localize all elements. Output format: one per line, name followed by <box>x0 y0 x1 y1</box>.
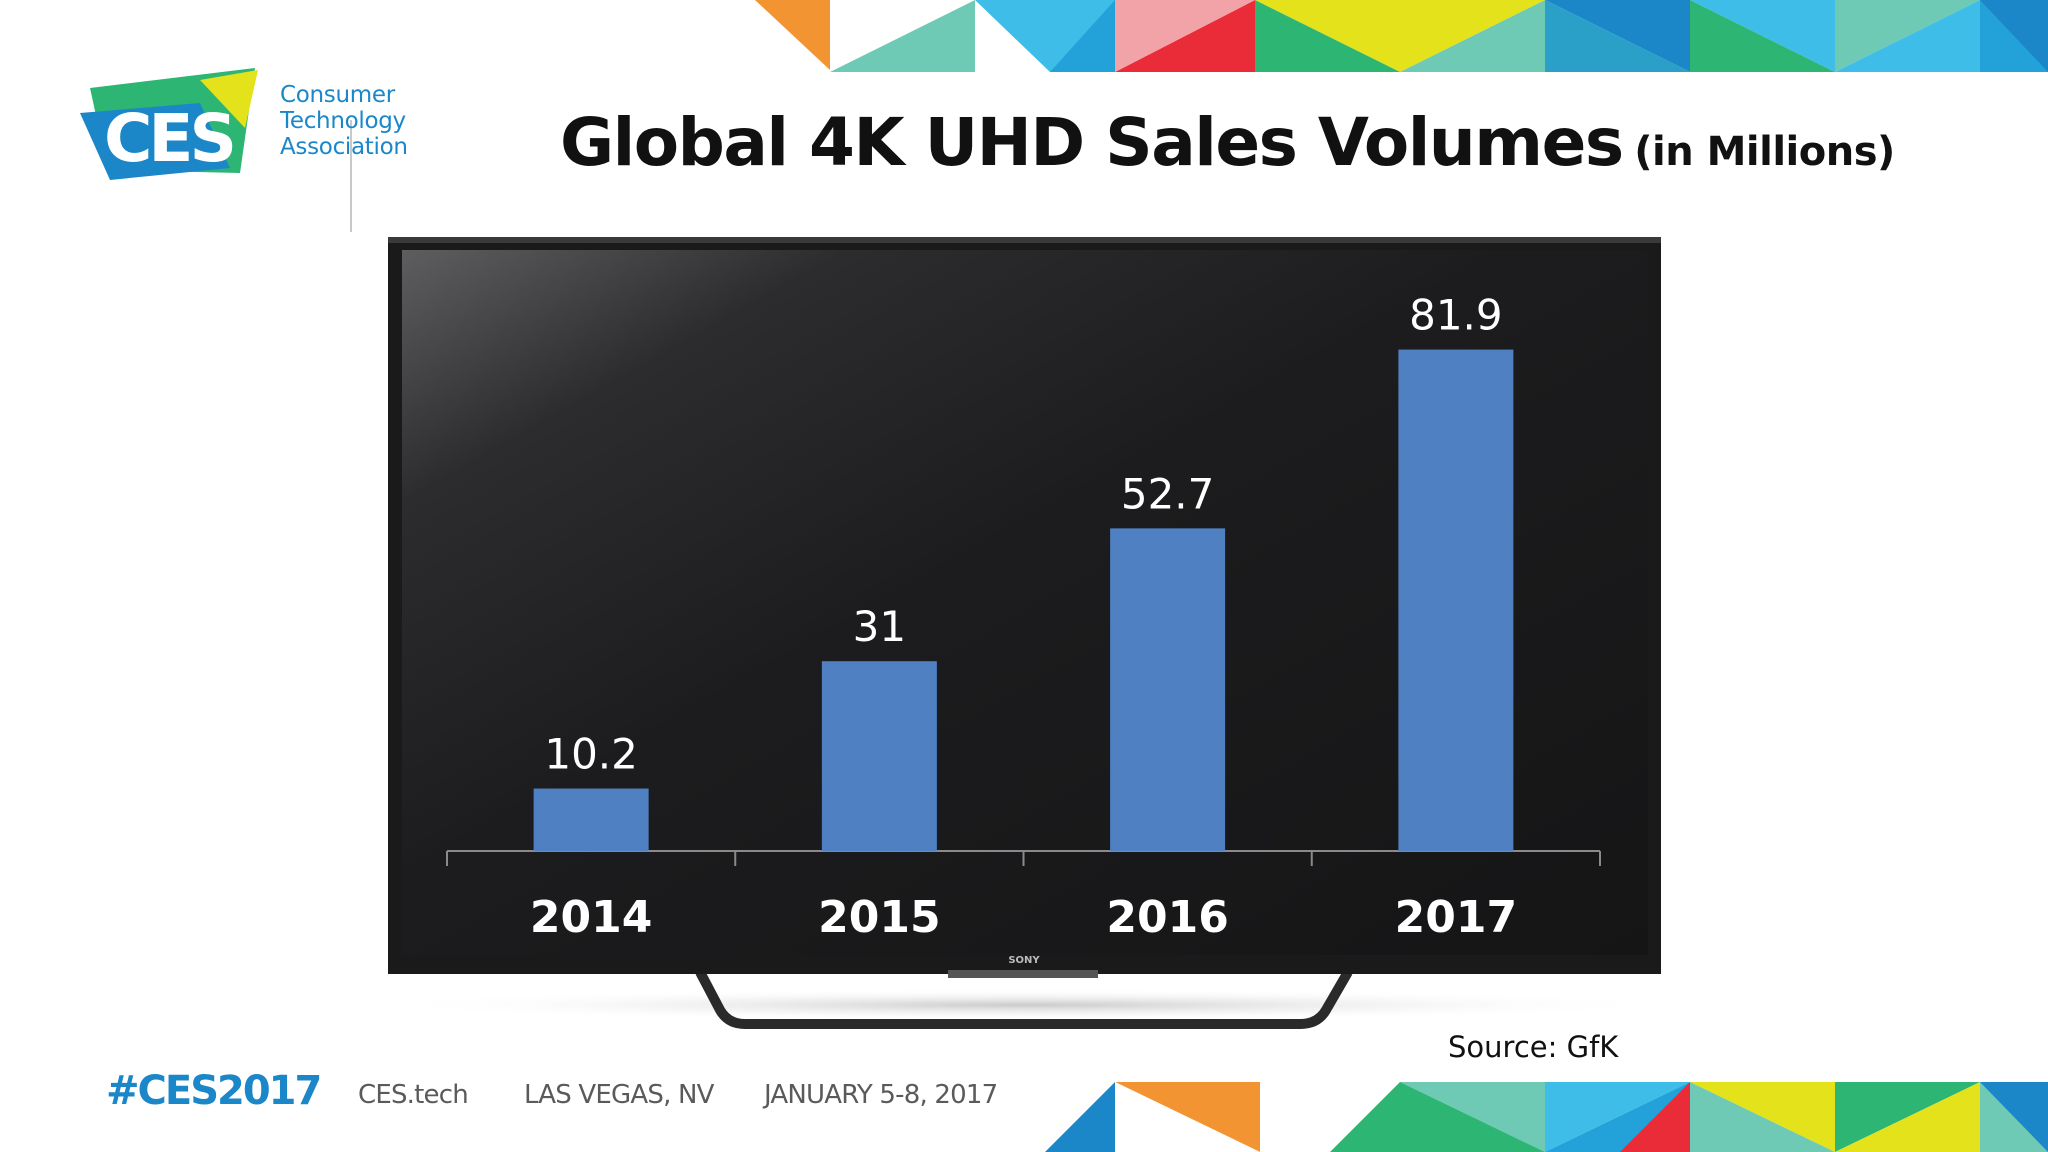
title-unit: (in Millions) <box>1634 129 1895 175</box>
data-label-2014: 10.2 <box>544 730 638 779</box>
logo-org-line-1: Consumer <box>280 82 395 108</box>
footer-site: CES.tech <box>358 1080 469 1110</box>
data-label-2015: 31 <box>853 602 906 651</box>
bottom-banner <box>1045 1082 2048 1152</box>
logo-org-line-2: Technology <box>280 108 406 134</box>
top-banner <box>755 0 2048 72</box>
x-tick-label-2014: 2014 <box>530 892 652 943</box>
bar-2014 <box>533 788 649 851</box>
page-title: Global 4K UHD Sales Volumes (in Millions… <box>560 104 1895 181</box>
bar-2015 <box>821 661 937 851</box>
x-tick-label-2017: 2017 <box>1395 892 1517 943</box>
tv-stand <box>695 969 1353 1029</box>
source-note: Source: GfK <box>1448 1030 1619 1064</box>
tv-brand: SONY <box>1008 955 1040 966</box>
x-tick-label-2016: 2016 <box>1106 892 1228 943</box>
logo-org-line-3: Association <box>280 134 408 160</box>
tv-shadow <box>364 989 1684 1021</box>
bar-2016 <box>1110 528 1226 851</box>
x-tick-label-2015: 2015 <box>818 892 940 943</box>
data-label-2017: 81.9 <box>1409 291 1503 340</box>
bar-2017 <box>1398 349 1514 851</box>
title-main: Global 4K UHD Sales Volumes <box>560 104 1624 181</box>
bar-chart: 10.2 2014 31 2015 52.7 2016 81.9 2017 <box>446 291 1601 943</box>
footer-dates: JANUARY 5-8, 2017 <box>764 1080 998 1110</box>
ces-logo: CES Consumer Technology Association <box>80 58 440 232</box>
tv-brand-bar <box>948 970 1098 978</box>
logo-shape-yellow <box>200 70 258 128</box>
logo-mark-text: CES <box>104 100 233 177</box>
footer-hashtag: #CES2017 <box>106 1068 322 1114</box>
logo-shape-blue <box>80 103 230 180</box>
footer-location: LAS VEGAS, NV <box>524 1080 714 1110</box>
data-label-2016: 52.7 <box>1121 469 1215 518</box>
logo-divider <box>350 120 352 232</box>
ces-logo-mark: CES <box>80 68 258 180</box>
